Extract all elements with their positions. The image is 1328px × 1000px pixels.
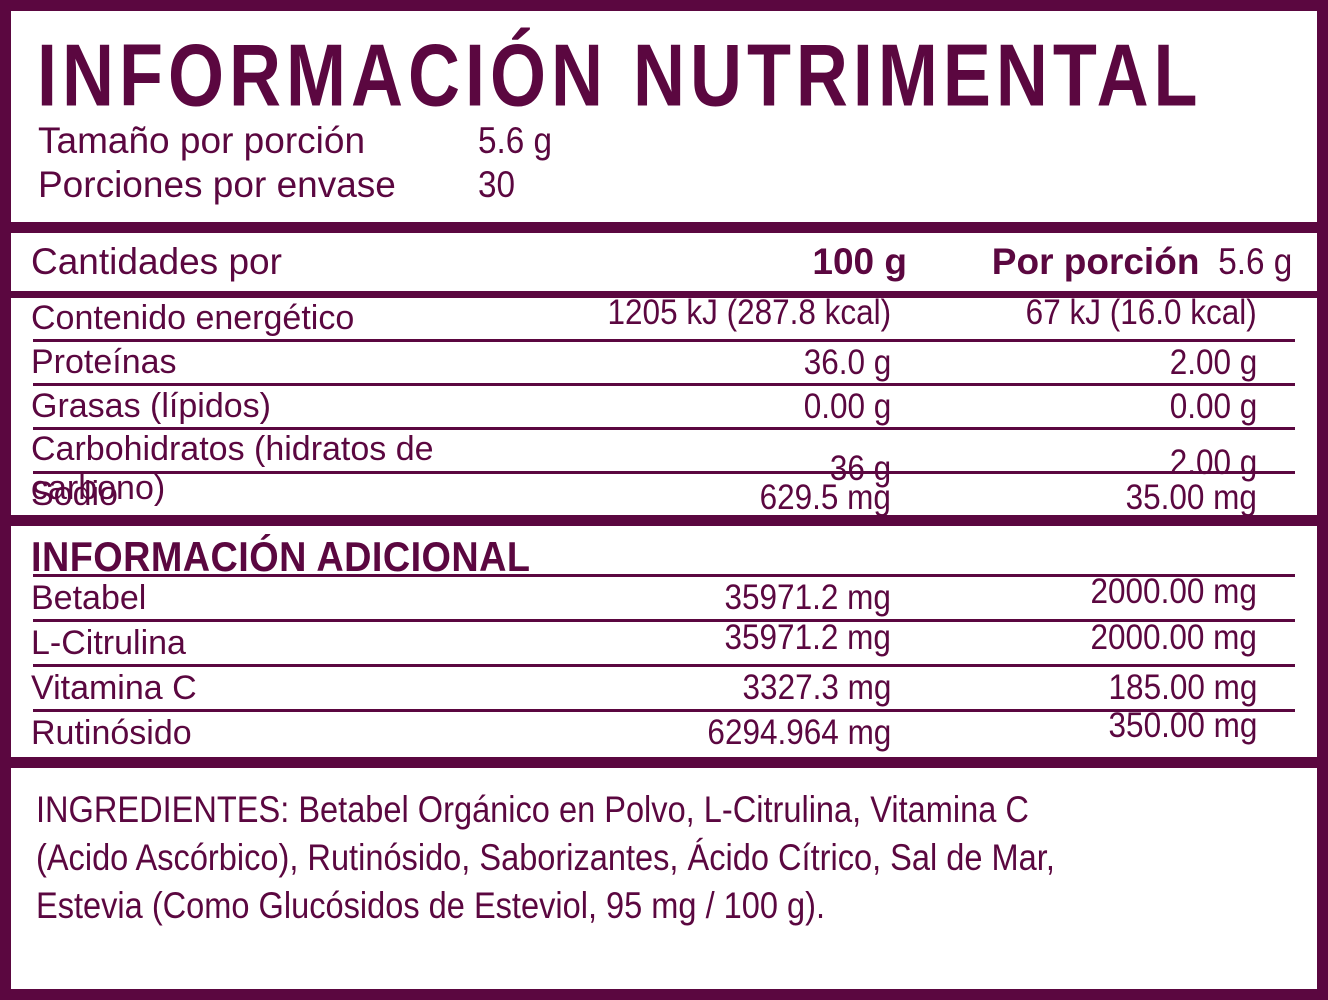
- nutrient-row-protein: Proteínas 36.0 g 2.00 g: [11, 342, 1317, 383]
- serving-size-label: Tamaño por porción: [38, 120, 366, 161]
- nutrient-per-serving: 0.00 g: [1169, 386, 1257, 426]
- nutrition-table-section: Cantidades por 100 g Por porción 5.6 g C…: [11, 233, 1317, 517]
- row-separator-line: [33, 427, 1295, 430]
- serving-size-row: Tamaño por porción 5.6 g: [38, 119, 1317, 163]
- row-separator-line: [33, 709, 1295, 712]
- row-separator-line: [33, 471, 1295, 474]
- nutrient-row-fat: Grasas (lípidos) 0.00 g 0.00 g: [11, 386, 1317, 427]
- row-separator-line: [33, 383, 1295, 386]
- row-separator-line: [33, 664, 1295, 667]
- nutrient-per-serving: 2.00 g: [1169, 342, 1257, 382]
- nutrient-per-serving: 67 kJ (16.0 kcal): [1025, 292, 1257, 332]
- nutrient-name: Grasas (lípidos): [31, 387, 271, 425]
- ingredient-name: L-Citrulina: [31, 623, 186, 662]
- nutrient-per-100g: 1205 kJ (287.8 kcal): [607, 292, 891, 332]
- nutrient-per-serving: 35.00 mg: [1125, 477, 1257, 517]
- row-separator-line: [33, 619, 1295, 622]
- section-divider: [11, 515, 1317, 526]
- column-header-per-serving: Por porción 5.6 g: [907, 241, 1292, 283]
- nutrient-per-100g: 36 g: [829, 449, 891, 488]
- header-separator-line: [11, 291, 1317, 298]
- page-title: INFORMACIÓN NUTRIMENTAL: [37, 27, 1203, 125]
- header-section: INFORMACIÓN NUTRIMENTAL Tamaño por porci…: [11, 11, 1317, 222]
- additional-row-rutinoside: Rutinósido 6294.964 mg 350.00 mg: [11, 706, 1317, 754]
- ingredient-per-serving: 185.00 mg: [1108, 668, 1257, 707]
- nutrient-row-carbs: Carbohidratos (hidratos de carbono) 36 g…: [11, 430, 1317, 507]
- nutrient-name: Carbohidratos (hidratos de carbono): [31, 430, 434, 507]
- ingredient-per-100g: 6294.964 mg: [707, 713, 891, 752]
- table-header-row: Cantidades por 100 g Por porción 5.6 g: [11, 233, 1317, 291]
- nutrient-per-100g: 36.0 g: [803, 342, 891, 382]
- additional-row-citrulline: L-Citrulina 35971.2 mg 2000.00 mg: [11, 618, 1317, 664]
- ingredient-name: Betabel: [31, 578, 147, 617]
- ingredients-text-line: Estevia (Como Glucósidos de Esteviol, 95…: [36, 885, 826, 926]
- row-separator-line: [33, 574, 1295, 577]
- column-header-amounts-per: Cantidades por: [31, 241, 282, 282]
- nutrient-row-energy: Contenido energético 1205 kJ (287.8 kcal…: [11, 292, 1317, 339]
- nutrient-row-sodium: Sodio 629.5 mg 35.00 mg: [11, 474, 1317, 517]
- row-separator-line: [33, 339, 1295, 342]
- per-serving-label: Por porción: [991, 241, 1200, 282]
- additional-row-beet: Betabel 35971.2 mg 2000.00 mg: [11, 572, 1317, 619]
- additional-row-vitamin-c: Vitamina C 3327.3 mg 185.00 mg: [11, 667, 1317, 709]
- per-serving-size: 5.6 g: [1217, 241, 1292, 282]
- ingredients-text-line: INGREDIENTES: Betabel Orgánico en Polvo,…: [36, 789, 1029, 830]
- nutrient-per-100g: 0.00 g: [803, 386, 891, 426]
- nutrient-per-100g: 629.5 mg: [759, 477, 891, 517]
- ingredient-per-100g: 35971.2 mg: [724, 618, 891, 657]
- ingredients-section: INGREDIENTES: Betabel Orgánico en Polvo,…: [11, 768, 1317, 989]
- section-divider: [11, 757, 1317, 768]
- nutrient-name: Contenido energético: [31, 299, 355, 337]
- ingredient-per-serving: 2000.00 mg: [1090, 572, 1257, 611]
- ingredient-per-100g: 35971.2 mg: [724, 578, 891, 617]
- nutrient-name: Proteínas: [31, 343, 177, 381]
- ingredient-per-100g: 3327.3 mg: [742, 668, 891, 707]
- servings-per-container-row: Porciones por envase 30: [38, 163, 1317, 207]
- additional-info-title: INFORMACIÓN ADICIONAL: [31, 533, 531, 580]
- additional-info-section: INFORMACIÓN ADICIONAL Betabel 35971.2 mg…: [11, 526, 1317, 757]
- ingredient-name: Vitamina C: [31, 668, 197, 707]
- ingredient-per-serving: 350.00 mg: [1108, 706, 1257, 745]
- section-divider: [11, 222, 1317, 233]
- ingredient-per-serving: 2000.00 mg: [1090, 618, 1257, 657]
- ingredient-name: Rutinósido: [31, 713, 192, 752]
- serving-size-value: 5.6 g: [478, 120, 553, 161]
- column-header-per-100g: 100 g: [812, 241, 907, 282]
- nutrient-name: Sodio: [31, 475, 118, 513]
- servings-per-container-value: 30: [478, 164, 516, 205]
- ingredients-text-line: (Acido Ascórbico), Rutinósido, Saborizan…: [36, 837, 1055, 878]
- nutrient-per-serving: 2.00 g: [1169, 443, 1257, 482]
- servings-per-container-label: Porciones por envase: [38, 164, 396, 205]
